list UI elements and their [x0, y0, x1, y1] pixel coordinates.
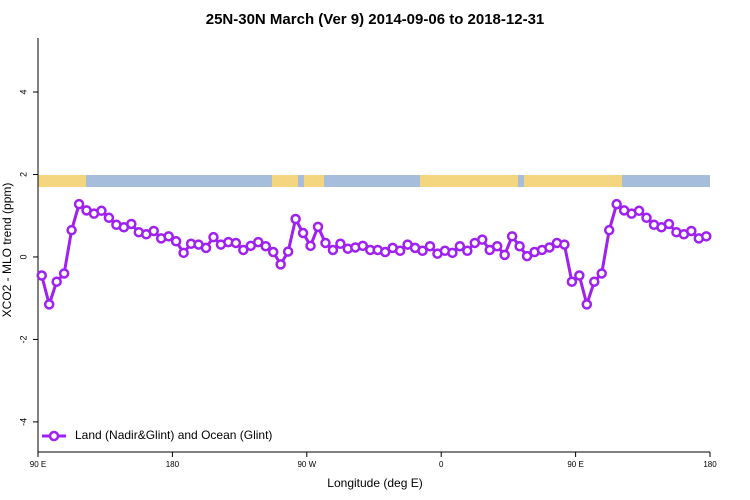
data-point	[603, 224, 615, 236]
x-tick-label: 180	[703, 460, 717, 469]
data-point	[230, 237, 242, 249]
data-point	[51, 276, 62, 287]
legend-marker	[48, 430, 60, 442]
data-point	[477, 234, 488, 245]
data-point	[170, 236, 182, 247]
data-point	[357, 240, 369, 252]
data-point	[103, 212, 115, 224]
data-point	[58, 268, 70, 279]
data-point	[514, 240, 525, 252]
data-point	[290, 213, 301, 225]
data-point	[238, 244, 249, 256]
x-axis-label: Longitude (deg E)	[327, 476, 422, 490]
data-point	[178, 247, 189, 259]
data-point	[521, 250, 533, 262]
y-tick-label: -2	[18, 335, 28, 343]
land-band	[524, 175, 622, 187]
data-point	[424, 240, 436, 252]
data-point	[462, 245, 473, 257]
x-tick-label: 90 E	[30, 460, 46, 469]
data-point	[260, 240, 271, 252]
data-point	[596, 268, 607, 279]
data-point	[417, 245, 428, 257]
data-point	[611, 198, 622, 210]
data-point	[589, 276, 600, 287]
x-tick-label: 180	[166, 460, 180, 469]
data-point	[96, 205, 107, 217]
data-point	[312, 221, 324, 233]
data-point	[253, 236, 264, 248]
data-point	[320, 237, 331, 249]
data-point	[544, 242, 555, 253]
x-tick-label: 90 W	[297, 460, 316, 469]
data-point	[200, 242, 212, 254]
data-point	[43, 299, 55, 310]
y-axis-label: XCO2 - MLO trend (ppm)	[0, 183, 14, 318]
data-point	[394, 245, 406, 257]
data-point	[491, 240, 503, 252]
data-point	[126, 218, 137, 230]
data-line	[40, 201, 707, 310]
data-point	[633, 205, 645, 217]
chart-title: 25N-30N March (Ver 9) 2014-09-06 to 2018…	[206, 11, 545, 28]
data-point	[66, 224, 77, 236]
land-band	[38, 175, 86, 187]
data-point	[208, 231, 219, 243]
land-band	[420, 175, 518, 187]
data-point	[267, 246, 279, 258]
data-point	[379, 246, 391, 258]
y-tick-label: -4	[18, 418, 28, 426]
data-point	[454, 240, 466, 252]
data-point	[574, 270, 585, 281]
data-point	[36, 270, 47, 281]
data-point	[663, 218, 675, 230]
legend-label: Land (Nadir&Glint) and Ocean (Glint)	[75, 428, 272, 442]
data-point	[282, 246, 294, 257]
land-band	[272, 175, 298, 187]
data-point	[163, 231, 174, 242]
y-tick-label: 4	[18, 90, 28, 95]
land-band	[304, 175, 324, 187]
data-point	[297, 227, 309, 239]
data-point	[641, 212, 652, 224]
data-point	[335, 238, 346, 250]
data-point	[499, 249, 510, 261]
data-point	[305, 240, 316, 252]
data-point	[447, 247, 458, 259]
y-tick-label: 2	[18, 172, 28, 177]
data-point	[506, 231, 518, 242]
land-ocean-strip	[38, 175, 710, 187]
data-point	[581, 299, 593, 310]
data-point	[327, 244, 339, 256]
data-point	[701, 231, 712, 242]
data-point	[559, 239, 570, 250]
data-point	[73, 198, 85, 210]
data-point	[275, 259, 286, 270]
x-tick-label: 90 E	[567, 460, 583, 469]
data-point	[686, 225, 697, 237]
y-tick-label: 0	[18, 254, 28, 259]
data-point	[148, 225, 159, 237]
data-point	[566, 276, 578, 287]
x-tick-label: 0	[439, 460, 444, 469]
